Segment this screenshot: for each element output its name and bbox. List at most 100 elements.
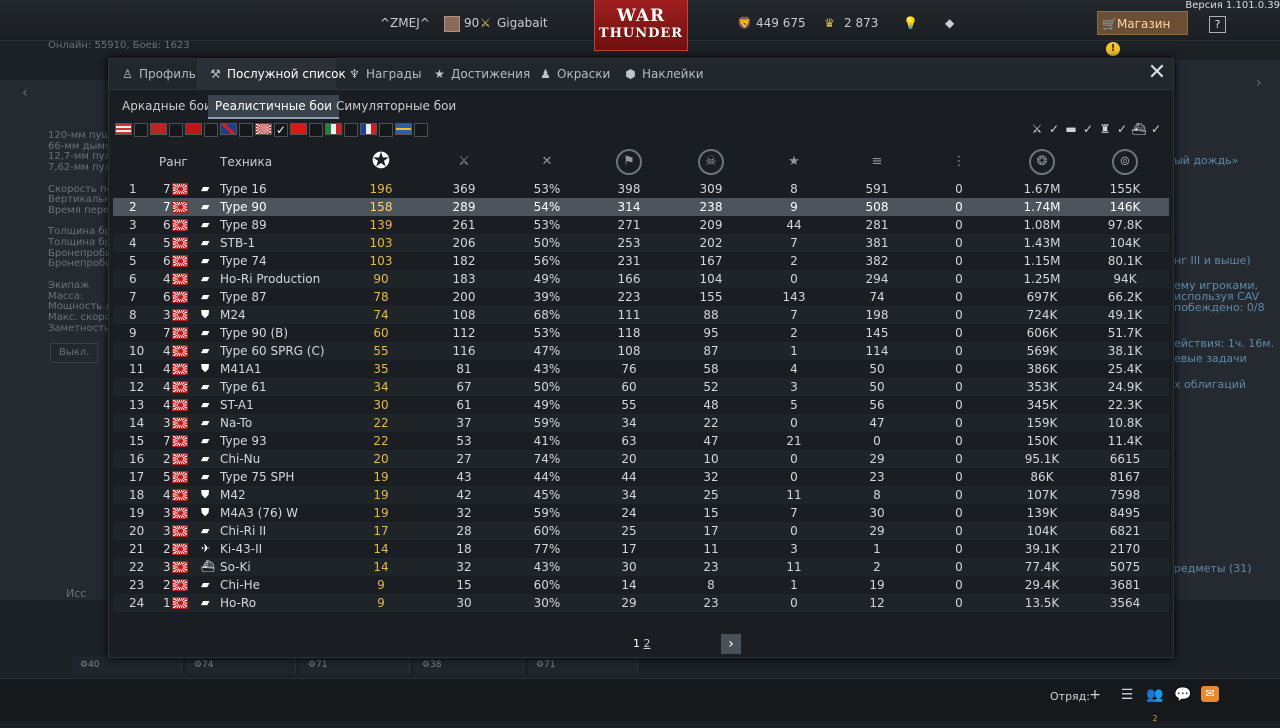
crew-slot[interactable]: ⚙38 <box>414 656 524 674</box>
table-row[interactable]: 20 3 ▰ Chi-Ri II 17 28 60% 25 17 0 29 0 104K 6821 <box>113 522 1169 540</box>
vehicle-name[interactable]: Na-To <box>220 416 253 430</box>
naval-kills-icon[interactable]: ⋮ <box>952 154 966 169</box>
vehicle-name[interactable]: Chi-He <box>220 578 261 592</box>
nation-checkbox[interactable] <box>239 123 253 137</box>
table-row[interactable]: 21 2 ✈ Ki-43-II 14 18 77% 17 11 3 1 0 39.1K 2170 <box>113 540 1169 558</box>
lightbulb-icon[interactable]: 💡 <box>903 16 918 30</box>
table-row[interactable]: 24 1 ▰ Ho-Ro 9 30 30% 29 23 0 12 0 13.5K 3564 <box>113 594 1169 612</box>
vehicle-name[interactable]: ST-A1 <box>220 398 254 412</box>
mode-tab[interactable]: Аркадные бои <box>122 99 212 113</box>
nation-checkbox[interactable] <box>344 123 358 137</box>
table-row[interactable]: 17 5 ▰ Type 75 SPH 19 43 44% 44 32 0 23 0 86K 8167 <box>113 468 1169 486</box>
flag-usa-icon[interactable] <box>115 123 132 135</box>
mail-icon[interactable]: ✉ <box>1201 686 1219 702</box>
crew-slot[interactable]: ⚙71 <box>528 656 638 674</box>
chevron-right-icon[interactable]: › <box>1256 75 1262 91</box>
tab-achievements[interactable]: ★ Достижения <box>421 59 530 89</box>
tab-skins[interactable]: ♟ Окраски <box>527 59 612 89</box>
vehicle-name[interactable]: Type 16 <box>220 182 267 196</box>
winrate-icon[interactable]: ✕ <box>541 154 553 169</box>
vehicle-name[interactable]: Type 74 <box>220 254 267 268</box>
checkmark-icon[interactable]: ✓ <box>1116 122 1128 136</box>
ground-kills-icon[interactable]: ≡ <box>871 154 883 169</box>
table-row[interactable]: 2 7 ▰ Type 90 158 289 54% 314 238 9 508 0 1.74M 146K <box>113 198 1169 216</box>
crew-slot[interactable]: ⚙74 <box>186 656 296 674</box>
diamond-icon[interactable]: ◆ <box>945 16 955 30</box>
table-row[interactable]: 18 4 ⛊ M42 19 42 45% 34 25 11 8 0 107K 7598 <box>113 486 1169 504</box>
table-row[interactable]: 3 6 ▰ Type 89 139 261 53% 271 209 44 281 0 1.08M 97.8… <box>113 216 1169 234</box>
flag-ussr-icon[interactable] <box>185 123 202 135</box>
table-row[interactable]: 4 5 ▰ STB-1 103 206 50% 253 202 7 381 0 1.43M 104K <box>113 234 1169 252</box>
chevron-left-icon[interactable]: ‹ <box>22 85 28 101</box>
victories-icon[interactable]: ✪ <box>371 149 391 174</box>
toggle-off-button[interactable]: Выкл. <box>50 343 99 363</box>
helicopter-filter-icon[interactable]: ♜ <box>1099 122 1111 136</box>
table-row[interactable]: 11 4 ⛊ M41A1 35 81 43% 76 58 4 50 0 386K 25.4K <box>113 360 1169 378</box>
table-row[interactable]: 1 7 ▰ Type 16 196 369 53% 398 309 8 591 0 1.67M 155K <box>113 180 1169 198</box>
vehicle-name[interactable]: Type 61 <box>220 380 267 394</box>
table-row[interactable]: 23 2 ▰ Chi-He 9 15 60% 14 8 1 19 0 29.4K 3681 <box>113 576 1169 594</box>
nation-checkbox[interactable] <box>204 123 218 137</box>
username[interactable]: ^ZMEJ^ <box>380 16 430 30</box>
golden-eagles-amount[interactable]: 2 873 <box>844 16 879 30</box>
war-thunder-logo[interactable]: WAR THUNDER <box>594 0 688 51</box>
vehicle-name[interactable]: Chi-Ri II <box>220 524 267 538</box>
flag-sweden-icon[interactable] <box>395 123 412 135</box>
flag-china-icon[interactable] <box>290 123 307 135</box>
help-icon[interactable]: ? <box>1209 16 1226 33</box>
table-row[interactable]: 9 7 ▰ Type 90 (B) 60 112 53% 118 95 2 145 0 606K 51.7… <box>113 324 1169 342</box>
table-row[interactable]: 7 6 ▰ Type 87 78 200 39% 223 155 143 74 0 697K 66.2K <box>113 288 1169 306</box>
nation-checkbox[interactable] <box>134 123 148 137</box>
deaths-icon[interactable]: ☠ <box>698 149 724 175</box>
air-kills-icon[interactable]: ★ <box>788 154 800 169</box>
vehicle-name[interactable]: Type 75 SPH <box>220 470 295 484</box>
flag-france-icon[interactable] <box>360 123 377 135</box>
flag-germany-icon[interactable] <box>150 123 167 135</box>
mode-tab[interactable]: Симуляторные бои <box>336 99 457 113</box>
lions-icon[interactable]: ❂ <box>1029 149 1055 175</box>
research-tab-partial[interactable]: Исс <box>66 587 87 600</box>
rank-column-header[interactable]: Ранг <box>159 155 188 169</box>
add-squad-member-icon[interactable]: + <box>1089 687 1101 703</box>
tab-service-record[interactable]: ⚒ Послужной список <box>197 59 346 89</box>
tab-awards[interactable]: ♆ Награды <box>336 59 421 89</box>
table-row[interactable]: 19 3 ⛊ M4A3 (76) W 19 32 59% 24 15 7 30 0 139K 8495 <box>113 504 1169 522</box>
vehicle-name[interactable]: Type 90 (B) <box>220 326 289 340</box>
nation-checkbox[interactable]: ✓ <box>274 123 288 137</box>
shop-button[interactable]: 🛒Магазин! <box>1097 11 1188 56</box>
vehicle-name[interactable]: M42 <box>220 488 246 502</box>
nation-checkbox[interactable] <box>414 123 428 137</box>
crew-slot[interactable]: ⚙40 <box>72 656 182 674</box>
nation-checkbox[interactable] <box>379 123 393 137</box>
checkmark-icon[interactable]: ✓ <box>1048 122 1060 136</box>
tab-profile[interactable]: ♙ Профиль <box>109 59 197 89</box>
vehicle-name[interactable]: STB-1 <box>220 236 256 250</box>
vehicle-name[interactable]: M24 <box>220 308 246 322</box>
table-row[interactable]: 16 2 ▰ Chi-Nu 20 27 74% 20 10 0 29 0 95.1K 6615 <box>113 450 1169 468</box>
vehicle-name[interactable]: Ki-43-II <box>220 542 263 556</box>
table-row[interactable]: 15 7 ▰ Type 93 22 53 41% 63 47 21 0 0 150K 11.4K <box>113 432 1169 450</box>
silver-lions-amount[interactable]: 449 675 <box>756 16 806 30</box>
table-row[interactable]: 13 4 ▰ ST-A1 30 61 49% 55 48 5 56 0 345K 22.3K <box>113 396 1169 414</box>
nation-checkbox[interactable] <box>309 123 323 137</box>
contacts-icon[interactable]: 👥2 <box>1146 687 1164 723</box>
flag-japan-icon[interactable] <box>255 123 272 135</box>
vehicle-column-header[interactable]: Техника <box>220 155 273 169</box>
vehicle-name[interactable]: Type 90 <box>220 200 267 214</box>
crew-slot[interactable]: ⚙71 <box>300 656 410 674</box>
respawns-icon[interactable]: ⚑ <box>616 149 642 175</box>
research-icon[interactable]: ⊚ <box>1112 149 1138 175</box>
chat-icon[interactable]: 💬 <box>1174 687 1192 703</box>
vehicle-name[interactable]: Ho-Ri Production <box>220 272 321 286</box>
table-row[interactable]: 12 4 ▰ Type 61 34 67 50% 60 52 3 50 0 353K 24.9K <box>113 378 1169 396</box>
table-row[interactable]: 10 4 ▰ Type 60 SPRG (C) 55 116 47% 108 87 1 114 0 56… <box>113 342 1169 360</box>
avatar[interactable] <box>444 0 460 40</box>
table-row[interactable]: 6 4 ▰ Ho-Ri Production 90 183 49% 166 104 0 294 0 1.… <box>113 270 1169 288</box>
list-icon[interactable]: ☰ <box>1120 687 1134 703</box>
vehicle-name[interactable]: M41A1 <box>220 362 262 376</box>
table-row[interactable]: 8 3 ⛊ M24 74 108 68% 111 88 7 198 0 724K 49.1K <box>113 306 1169 324</box>
vehicle-name[interactable]: Ho-Ro <box>220 596 257 610</box>
squadron-name[interactable]: Gigabait <box>497 16 548 30</box>
flag-britain-icon[interactable] <box>220 123 237 135</box>
tab-decals[interactable]: ⬢ Наклейки <box>612 59 712 89</box>
